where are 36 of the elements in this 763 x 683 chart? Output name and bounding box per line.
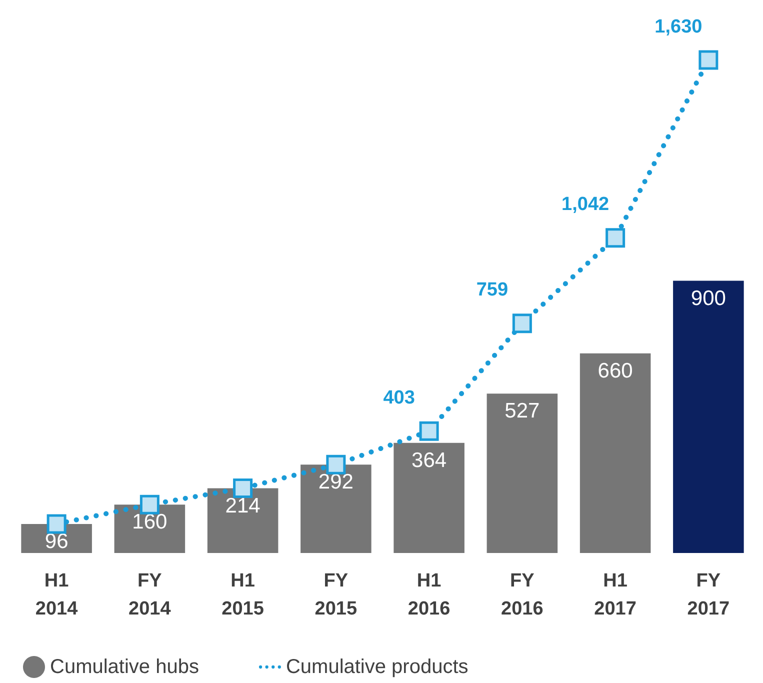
data-label: 403 bbox=[383, 387, 415, 408]
data-label: 759 bbox=[476, 280, 508, 301]
point bbox=[46, 514, 66, 534]
point bbox=[233, 478, 253, 498]
data-label: 96 bbox=[44, 530, 68, 553]
data-label: 292 bbox=[318, 470, 354, 494]
data-label: 1,630 bbox=[654, 16, 702, 38]
bar bbox=[300, 464, 372, 553]
point bbox=[419, 421, 439, 441]
data-label: 527 bbox=[504, 400, 540, 423]
bar bbox=[673, 280, 744, 553]
x-tick-label: H1 2016 bbox=[408, 570, 450, 620]
data-label: 1,042 bbox=[562, 194, 610, 216]
x-tick-label: H1 2014 bbox=[35, 570, 78, 620]
data-label: 364 bbox=[412, 448, 447, 472]
x-tick-label: FY 2017 bbox=[687, 570, 730, 620]
x-tick-label: H1 2017 bbox=[594, 570, 636, 620]
legend-label: Cumulative hubs bbox=[50, 656, 199, 678]
data-label: 900 bbox=[690, 286, 726, 310]
point bbox=[698, 50, 718, 70]
x-tick-label: FY 2015 bbox=[314, 570, 358, 620]
x-tick-label: FY 2016 bbox=[501, 570, 544, 620]
x-tick-label: H1 2015 bbox=[222, 570, 264, 620]
bar bbox=[394, 442, 464, 553]
data-label: 214 bbox=[225, 494, 261, 518]
point bbox=[140, 494, 160, 514]
x-tick-label: FY 2014 bbox=[128, 570, 172, 620]
point bbox=[606, 228, 626, 248]
bar bbox=[580, 353, 651, 553]
legend-label: Cumulative products bbox=[286, 656, 468, 678]
data-label: 660 bbox=[598, 359, 633, 382]
point bbox=[326, 454, 346, 474]
bar bbox=[207, 488, 278, 553]
point bbox=[512, 314, 532, 334]
bar bbox=[486, 394, 558, 553]
data-label: 160 bbox=[132, 510, 168, 534]
